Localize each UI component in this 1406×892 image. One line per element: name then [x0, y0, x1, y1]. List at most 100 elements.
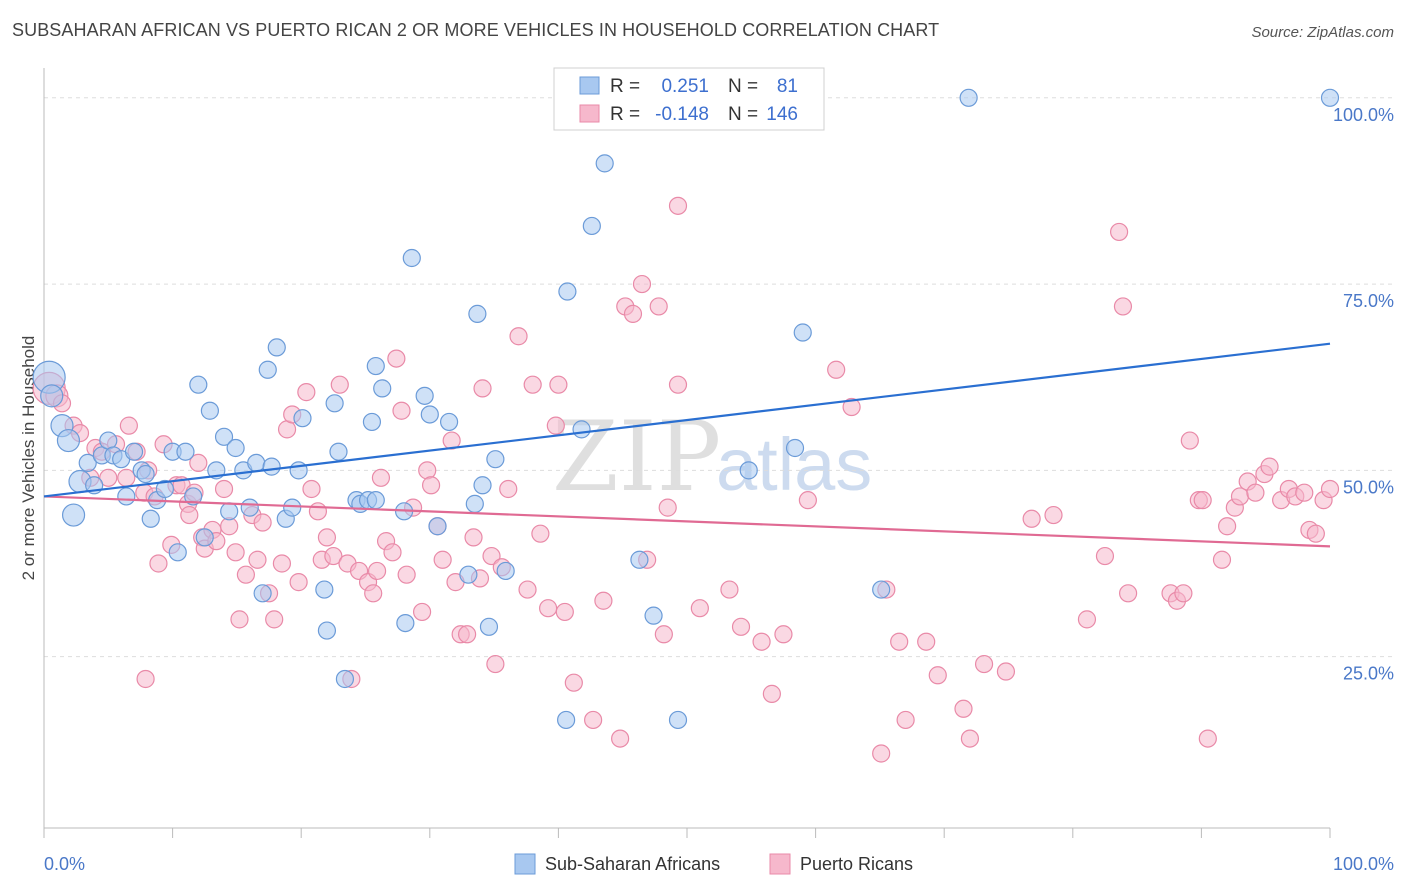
puerto-rican-point-75	[473, 379, 492, 398]
sub-saharan-point-51	[373, 379, 392, 398]
sub-saharan-point-55	[415, 386, 434, 405]
x-tick-label-min: 0.0%	[44, 854, 85, 874]
sub-saharan-point-34	[258, 360, 277, 379]
sub-saharan-point-65	[496, 561, 515, 581]
sub-saharan-point-56	[420, 405, 439, 424]
sub-saharan-point-61	[468, 304, 487, 323]
watermark-zip: ZIP	[552, 401, 721, 513]
y-axis-title: 2 or more Vehicles in Household	[19, 336, 38, 581]
puerto-rican-point-65	[418, 461, 437, 480]
chart-title: SUBSAHARAN AFRICAN VS PUERTO RICAN 2 OR …	[12, 20, 940, 40]
sub-saharan-point-53	[396, 613, 415, 633]
puerto-rican-point-90	[594, 591, 613, 610]
puerto-rican-point-11	[119, 416, 138, 435]
x-axis-ticks	[43, 828, 1331, 838]
x-axis-tick-labels: 0.0% 100.0%	[44, 854, 1394, 874]
puerto-rican-point-80	[509, 327, 528, 346]
puerto-rican-point-25	[189, 453, 208, 473]
watermark-atlas: atlas	[716, 423, 872, 506]
puerto-rican-point-145	[1295, 483, 1314, 502]
sub-saharan-point-79	[1320, 88, 1340, 107]
puerto-rican-point-64	[412, 602, 432, 622]
sub-saharan-point-71	[630, 550, 649, 569]
legend-n-label-1: N =	[728, 76, 758, 97]
puerto-rican-point-61	[392, 401, 411, 420]
bottom-legend-label-pink: Puerto Ricans	[800, 854, 913, 874]
puerto-rican-point-129	[1174, 584, 1193, 603]
puerto-rican-point-66	[421, 476, 441, 495]
puerto-rican-point-149	[1320, 479, 1340, 499]
puerto-rican-point-103	[731, 617, 751, 636]
sub-saharan-point-27	[214, 427, 234, 446]
sub-saharan-point-35	[262, 457, 281, 476]
sub-saharan-point-13	[124, 442, 144, 461]
puerto-rican-point-137	[1230, 487, 1250, 506]
sub-saharan-point-38	[283, 498, 302, 517]
puerto-rican-point-122	[1077, 610, 1097, 629]
correlation-legend: R = 0.251 N = 81 R = -0.148 N = 146	[553, 67, 825, 131]
trend-lines	[43, 342, 1331, 548]
bottom-legend-swatch-blue	[514, 853, 536, 875]
sub-saharan-point-54	[402, 248, 421, 268]
y-tick-label-100: 100.0%	[1333, 105, 1394, 125]
legend-r-label-2: R =	[610, 104, 640, 125]
puerto-rican-point-100	[668, 375, 688, 394]
puerto-rican-point-113	[896, 710, 915, 730]
sub-saharan-point-15	[136, 464, 155, 484]
puerto-rican-point-39	[265, 610, 284, 629]
puerto-rican-point-23	[180, 505, 199, 525]
sub-saharan-point-25	[200, 401, 219, 420]
y-tick-label-50: 50.0%	[1343, 477, 1394, 497]
puerto-rican-point-32	[226, 543, 245, 562]
puerto-rican-point-34	[236, 565, 256, 584]
sub-saharan-point-4	[61, 503, 86, 527]
bottom-legend-label-blue: Sub-Saharan Africans	[545, 854, 720, 874]
legend-swatch-blue	[579, 76, 600, 95]
puerto-rican-point-102	[720, 580, 739, 599]
puerto-rican-point-14	[136, 669, 155, 689]
puerto-rican-point-89	[584, 710, 603, 730]
legend-n-label-2: N =	[728, 104, 758, 125]
sub-saharan-point-42	[317, 621, 337, 640]
sub-saharan-point-20	[168, 543, 187, 562]
puerto-rican-point-55	[364, 584, 383, 603]
puerto-rican-point-50	[330, 375, 349, 394]
puerto-rican-point-49	[324, 546, 343, 566]
sub-saharan-point-3	[56, 428, 81, 453]
series-puerto-ricans-points	[32, 196, 1340, 763]
sub-saharan-point-75	[785, 438, 805, 458]
sub-saharan-point-40	[293, 409, 312, 428]
bottom-legend-swatch-pink	[769, 853, 791, 875]
sub-saharan-point-24	[195, 528, 214, 547]
sub-saharan-point-62	[473, 476, 492, 495]
puerto-rican-point-84	[539, 599, 558, 618]
legend-n-value-1: 81	[777, 76, 798, 97]
sub-saharan-point-23	[189, 375, 208, 394]
puerto-rican-point-68	[433, 550, 452, 569]
sub-saharan-point-70	[595, 154, 614, 173]
sub-saharan-point-18	[155, 479, 174, 499]
puerto-rican-point-72	[457, 625, 477, 644]
puerto-rican-point-126	[1118, 584, 1138, 603]
sub-saharan-point-80	[366, 491, 385, 510]
sub-saharan-point-36	[267, 338, 286, 357]
puerto-rican-point-60	[387, 349, 406, 368]
puerto-rican-point-10	[117, 468, 136, 487]
puerto-rican-point-44	[297, 383, 316, 402]
sub-saharan-point-41	[315, 580, 334, 599]
puerto-rican-point-36	[248, 550, 267, 569]
sub-saharan-point-12	[117, 487, 136, 506]
legend-swatch-pink	[579, 104, 600, 123]
sub-saharan-point-69	[582, 216, 601, 236]
puerto-rican-point-91	[611, 729, 630, 748]
puerto-rican-point-37	[253, 513, 272, 532]
puerto-rican-point-109	[842, 397, 861, 417]
puerto-rican-point-147	[1306, 524, 1325, 543]
series-sub-saharan-points	[32, 88, 1340, 730]
puerto-rican-point-76	[482, 546, 501, 566]
puerto-rican-point-99	[668, 196, 688, 215]
puerto-rican-point-77	[486, 654, 505, 674]
puerto-rican-point-123	[1095, 546, 1115, 566]
puerto-rican-point-98	[658, 498, 677, 517]
